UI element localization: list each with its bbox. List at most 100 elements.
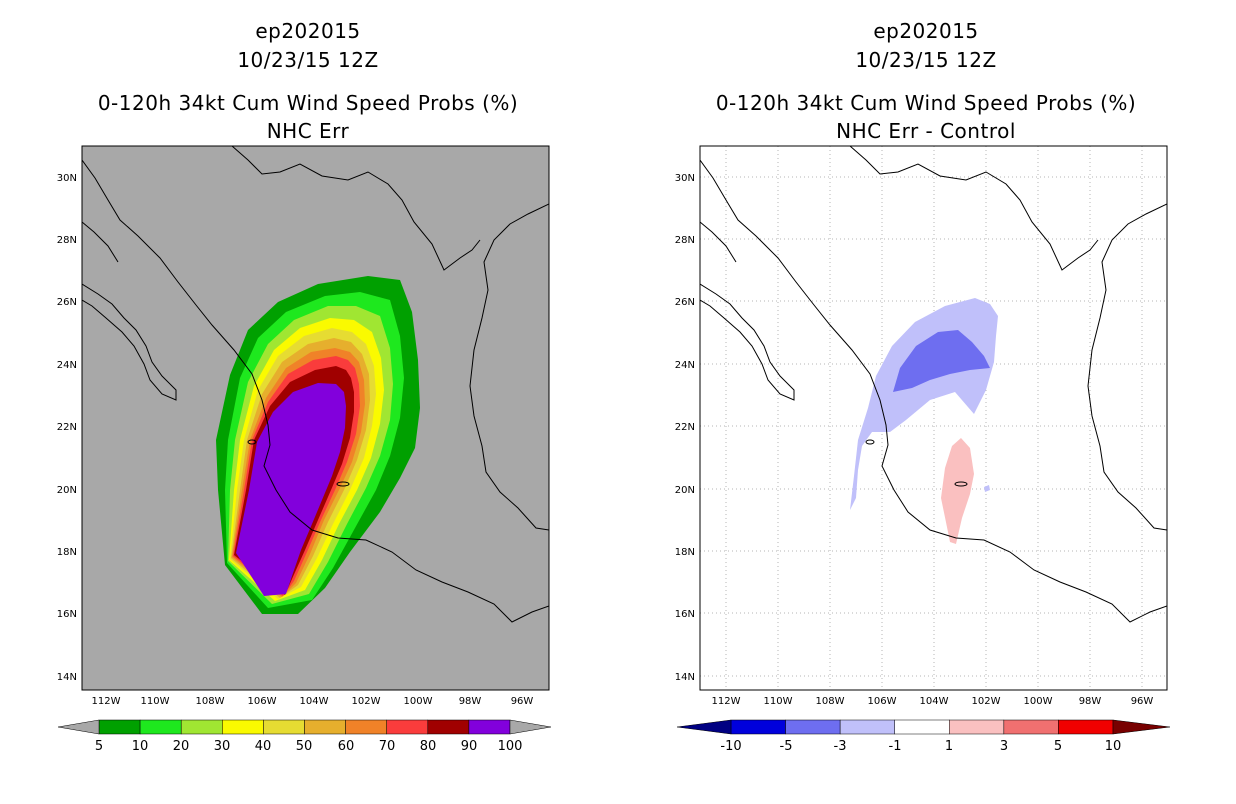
colorbar-label: 5 bbox=[95, 739, 103, 754]
right-subtitle: NHC Err - Control bbox=[836, 119, 1016, 143]
x-tick-label: 100W bbox=[1024, 696, 1053, 707]
islas-marias bbox=[247, 439, 257, 445]
y-tick-label: 14N bbox=[675, 672, 695, 683]
y-tick-label: 26N bbox=[675, 297, 695, 308]
right-colorbar-boxes bbox=[730, 719, 1114, 735]
colorbar-label: 5 bbox=[1054, 739, 1062, 754]
y-tick-label: 28N bbox=[57, 235, 77, 246]
right-coastlines bbox=[700, 146, 1167, 623]
left-probability-field bbox=[216, 276, 420, 614]
right-colorbar-high-arrow bbox=[1112, 719, 1171, 735]
right-y-axis: 30N 28N 26N 24N 22N 20N 18N 16N 14N bbox=[675, 173, 695, 683]
y-tick-label: 28N bbox=[675, 235, 695, 246]
right-colorbar-low-arrow bbox=[676, 719, 732, 735]
baja-peninsula bbox=[82, 283, 177, 401]
y-tick-label: 22N bbox=[675, 422, 695, 433]
y-tick-label: 20N bbox=[57, 485, 77, 496]
y-tick-label: 14N bbox=[57, 672, 77, 683]
colorbar-box bbox=[180, 719, 223, 735]
x-tick-label: 104W bbox=[300, 696, 329, 707]
left-coastlines bbox=[82, 146, 549, 623]
colorbar-label: 100 bbox=[498, 739, 523, 754]
colorbar-box bbox=[839, 719, 895, 735]
diff-region-pink bbox=[941, 438, 974, 544]
right-map-frame bbox=[699, 145, 1168, 691]
x-tick-label: 106W bbox=[248, 696, 277, 707]
x-tick-label: 112W bbox=[92, 696, 121, 707]
colorbar-box bbox=[1003, 719, 1059, 735]
x-tick-label: 102W bbox=[972, 696, 1001, 707]
diff-region-blue bbox=[893, 330, 990, 392]
left-panel: ep202015 10/23/15 12Z 0-120h 34kt Cum Wi… bbox=[57, 19, 552, 754]
baja-peninsula bbox=[700, 283, 795, 401]
colorbar-box bbox=[468, 719, 511, 735]
colorbar-box bbox=[949, 719, 1005, 735]
left-colorbar: 5 10 20 30 40 50 60 70 80 90 100 bbox=[57, 719, 552, 754]
colorbar-label: -10 bbox=[720, 739, 741, 754]
y-tick-label: 26N bbox=[57, 297, 77, 308]
baja-north-coast bbox=[82, 221, 119, 263]
left-colorbar-labels: 5 10 20 30 40 50 60 70 80 90 100 bbox=[95, 739, 523, 754]
colorbar-box bbox=[304, 719, 346, 735]
x-tick-label: 104W bbox=[920, 696, 949, 707]
colorbar-label: -5 bbox=[780, 739, 793, 754]
northern-border bbox=[231, 146, 481, 271]
colorbar-box bbox=[345, 719, 387, 735]
right-colorbar-labels: -10 -5 -3 -1 1 3 5 10 bbox=[720, 739, 1121, 754]
left-colorbar-boxes bbox=[98, 719, 511, 735]
x-tick-label: 108W bbox=[816, 696, 845, 707]
prob-band-90 bbox=[236, 383, 346, 596]
left-x-axis: 112W 110W 108W 106W 104W 102W 100W 98W 9… bbox=[92, 696, 534, 707]
right-storm-id: ep202015 bbox=[873, 19, 978, 43]
colorbar-box bbox=[427, 719, 470, 735]
right-colorbar: -10 -5 -3 -1 1 3 5 10 bbox=[676, 719, 1171, 754]
colorbar-label: -3 bbox=[834, 739, 847, 754]
x-tick-label: 102W bbox=[352, 696, 381, 707]
right-difference-field bbox=[850, 298, 998, 544]
left-storm-id: ep202015 bbox=[255, 19, 360, 43]
y-tick-label: 20N bbox=[675, 485, 695, 496]
x-tick-label: 106W bbox=[868, 696, 897, 707]
y-tick-label: 16N bbox=[675, 609, 695, 620]
x-tick-label: 96W bbox=[1131, 696, 1154, 707]
lake-chapala bbox=[954, 481, 968, 487]
islas-marias bbox=[865, 439, 875, 445]
northern-border bbox=[849, 146, 1099, 271]
colorbar-label: 60 bbox=[338, 739, 355, 754]
left-map-frame bbox=[81, 145, 550, 691]
left-datetime: 10/23/15 12Z bbox=[237, 48, 378, 72]
x-tick-label: 110W bbox=[764, 696, 793, 707]
colorbar-box bbox=[785, 719, 841, 735]
right-datetime: 10/23/15 12Z bbox=[855, 48, 996, 72]
left-title: 0-120h 34kt Cum Wind Speed Probs (%) bbox=[98, 91, 518, 115]
y-tick-label: 30N bbox=[57, 173, 77, 184]
y-tick-label: 24N bbox=[57, 360, 77, 371]
x-tick-label: 110W bbox=[141, 696, 170, 707]
colorbar-box bbox=[263, 719, 305, 735]
x-tick-label: 98W bbox=[1079, 696, 1102, 707]
y-tick-label: 18N bbox=[675, 547, 695, 558]
x-tick-label: 100W bbox=[404, 696, 433, 707]
colorbar-label: -1 bbox=[889, 739, 902, 754]
lake-chapala bbox=[336, 481, 350, 487]
colorbar-label: 90 bbox=[461, 739, 478, 754]
colorbar-label: 10 bbox=[132, 739, 149, 754]
mexico-pacific-coast bbox=[700, 159, 1167, 623]
y-tick-label: 18N bbox=[57, 547, 77, 558]
left-y-axis: 30N 28N 26N 24N 22N 20N 18N 16N 14N bbox=[57, 173, 77, 683]
x-tick-label: 112W bbox=[712, 696, 741, 707]
right-x-axis: 112W 110W 108W 106W 104W 102W 100W 98W 9… bbox=[712, 696, 1154, 707]
colorbar-label: 50 bbox=[296, 739, 313, 754]
diff-region-small-blue bbox=[984, 485, 990, 492]
colorbar-label: 70 bbox=[379, 739, 396, 754]
right-title: 0-120h 34kt Cum Wind Speed Probs (%) bbox=[716, 91, 1136, 115]
gulf-coast bbox=[1087, 203, 1167, 531]
y-tick-label: 16N bbox=[57, 609, 77, 620]
colorbar-box bbox=[894, 719, 950, 735]
colorbar-box bbox=[139, 719, 182, 735]
left-colorbar-high-arrow bbox=[509, 719, 552, 735]
gulf-coast bbox=[469, 203, 549, 531]
colorbar-box bbox=[1058, 719, 1114, 735]
colorbar-box bbox=[730, 719, 786, 735]
